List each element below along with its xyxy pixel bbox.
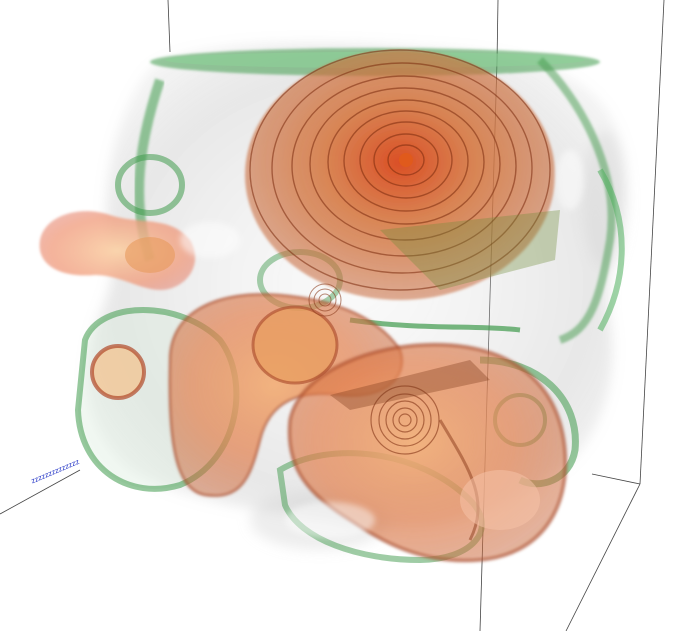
box-edge-front-bottom	[565, 483, 641, 631]
left-pink-blob	[39, 211, 196, 290]
box-edge-front-right	[639, 0, 665, 485]
small-orange-ring	[90, 344, 146, 400]
surface-highlights	[180, 150, 584, 538]
middle-orange-tube	[168, 283, 404, 498]
upper-orange-blob	[245, 49, 560, 300]
box-edge-back-left	[167, 0, 171, 53]
box-edge-bottom-right	[591, 473, 641, 485]
box-edge-bottom-left	[0, 469, 81, 515]
